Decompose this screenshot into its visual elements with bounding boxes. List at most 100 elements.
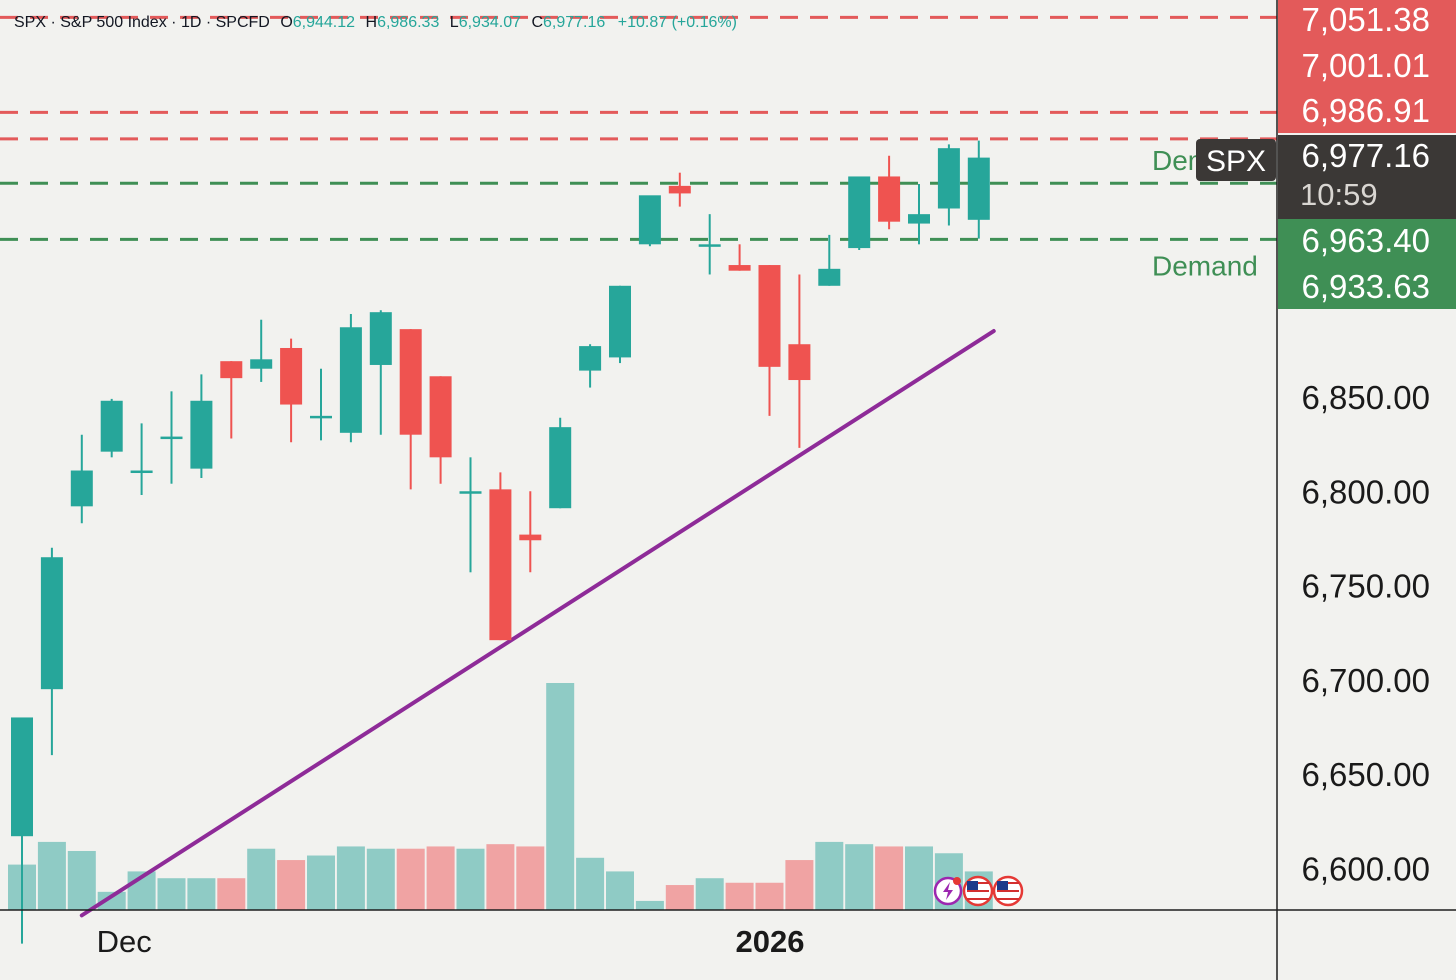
candle [579,344,602,388]
candle [489,472,512,641]
volume-bar [635,900,664,910]
volume-bar [67,850,96,910]
volume-bar [516,846,545,910]
price-axis-tags: 7,051.38 7,001.01 6,986.91 6,963.40 6,933.63… [1196,0,1456,309]
current-price-text: 6,977.16 [1302,137,1430,174]
volume-bar [247,848,276,910]
candle-body [609,285,631,358]
supply-price-tag: 7,051.38 [1278,0,1456,42]
candle-body [40,557,63,690]
candle-body [878,176,901,222]
y-tick-label: 6,600.00 [1302,850,1430,887]
volume-bar [307,855,335,910]
demand-price-tag: 6,933.63 [1278,263,1456,309]
supply-price-tag: 7,001.01 [1278,42,1456,88]
demand-price-tag: 6,963.40 [1278,217,1456,263]
y-tick-label: 6,650.00 [1302,756,1430,793]
candle-body [758,265,781,367]
price-tag-text: 6,986.91 [1302,92,1430,129]
candle [908,183,930,245]
candle-body [190,400,213,469]
volume-bar [785,860,814,910]
candle [220,361,243,439]
candle [937,144,960,226]
candle [40,547,63,756]
candle-body [429,376,452,458]
close-label: C [531,14,543,31]
candle-body [399,329,422,435]
us-flag-icon[interactable] [992,875,1024,907]
us-flag-icon[interactable] [962,875,994,907]
y-tick-label: 6,750.00 [1302,568,1430,605]
demand-zone-label: Demand [1152,250,1258,281]
candle-body [339,327,362,433]
candle-body [788,344,811,381]
candle [11,717,33,944]
lightning-event-icon[interactable] [933,876,963,906]
candle [728,244,751,271]
candle [519,491,542,573]
x-tick-label: 2026 [735,924,804,959]
candle [130,423,153,496]
candle-body [369,312,392,365]
candle-body [250,359,273,369]
symbol-title: S&P 500 Index [60,14,167,31]
candle [788,274,811,448]
volume-bar [815,841,844,910]
candle [399,329,422,490]
candle [339,314,362,443]
volume-bar [606,871,634,910]
candle [100,398,123,458]
candle-body [280,347,303,405]
candle-body [519,534,542,541]
high-value: 6,986.33 [377,14,440,31]
price-tag-text: 7,051.38 [1302,1,1430,38]
event-markers[interactable] [933,875,1024,907]
volume-bar [157,878,186,910]
low-label: L [449,14,459,31]
volume-bar [37,841,66,910]
volume-bar [875,846,904,910]
candle [638,195,661,247]
volume-bar [755,882,784,910]
candle [160,391,183,484]
volume-bar [905,846,933,910]
volume-bar [336,846,365,910]
candle-body [70,470,93,507]
candle [459,457,482,573]
candle-body [967,157,990,220]
volume-bar [426,846,455,910]
candle [967,140,990,239]
trendline[interactable] [79,329,996,918]
volume-bar [97,891,126,910]
price-tag-text: 7,001.01 [1302,47,1430,84]
volume-bar [725,882,754,910]
interval-text[interactable]: 1D [180,14,202,31]
volume-bar [396,848,425,910]
price-line-symbol: SPX [1206,145,1266,178]
volume-bar [546,683,575,910]
volume-bar [217,878,246,910]
candle-body [848,176,871,249]
candle [758,265,781,416]
candle [549,417,572,509]
volume-bar [456,848,485,910]
candle-body [100,400,123,452]
symbol-text[interactable]: SPX [14,14,47,31]
candle [250,319,273,382]
candle [280,338,303,443]
chart-legend-header: SPX · S&P 500 Index · 1D · SPCFD O6,944.… [14,14,737,31]
candle [609,285,631,364]
candle-body [638,195,661,245]
candle-body [818,268,841,286]
candle-body [668,185,691,194]
close-value: 6,977.16 [543,14,606,31]
candle [369,310,392,435]
volume-bar [187,878,216,910]
volume-bar [845,844,874,910]
candle-body [937,148,960,209]
bar-countdown-text: 10:59 [1300,177,1378,212]
